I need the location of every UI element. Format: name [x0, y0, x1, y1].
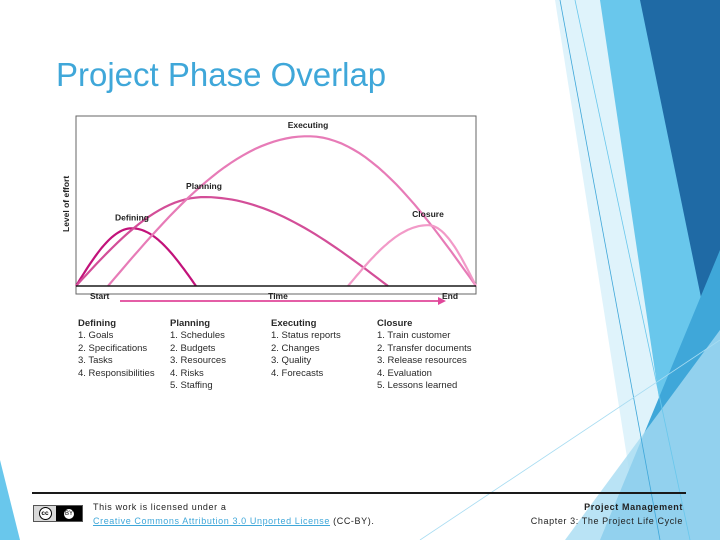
phase-column-defining: Defining 1. Goals 2. Specifications 3. Task… [78, 318, 155, 380]
license-link[interactable]: Creative Commons Attribution 3.0 Unporte… [93, 515, 331, 526]
phase-item: 3. Resources [170, 355, 226, 367]
phase-heading: Closure [377, 318, 413, 329]
phase-column-closure: Closure 1. Train customer 2. Transfer docu… [377, 318, 472, 392]
phase-item: 4. Forecasts [271, 367, 324, 379]
attribution-icon: BY [64, 508, 74, 519]
label-executing: Executing [288, 120, 329, 130]
time-arrowhead [438, 297, 446, 305]
phase-item: 4. Evaluation [377, 367, 432, 379]
cc-icon: cc [38, 507, 52, 520]
phase-heading: Defining [78, 318, 116, 329]
facet-line-1 [559, 0, 661, 540]
course-info: Project Management Chapter 3: The Projec… [531, 501, 683, 528]
phase-item: 3. Tasks [78, 355, 113, 367]
curve-executing [107, 135, 477, 287]
phase-item: 2. Transfer documents [377, 342, 472, 354]
facet-pale [565, 330, 720, 540]
facet-left-corner [0, 460, 20, 540]
facet-line-3 [419, 339, 720, 540]
label-closure: Closure [412, 209, 444, 219]
phase-item: 3. Quality [271, 355, 312, 367]
license-suffix: (CC-BY). [333, 515, 375, 526]
label-planning: Planning [186, 181, 222, 191]
phase-item: 1. Goals [78, 330, 114, 342]
x-axis-label: Time [268, 291, 288, 301]
phase-item: 1. Schedules [170, 330, 225, 342]
by-section: BY [56, 506, 82, 521]
phase-item: 2. Changes [271, 342, 320, 354]
cc-by-badge[interactable]: cc BY [33, 505, 83, 522]
curve-defining [75, 227, 197, 287]
series-labels: Defining Planning Executing Closure [115, 120, 444, 222]
phase-item: 2. Specifications [78, 342, 148, 354]
chapter-title: Chapter 3: The Project Life Cycle [530, 515, 683, 526]
phase-item: 5. Staffing [170, 380, 213, 392]
phase-heading: Executing [271, 318, 317, 329]
footer-divider [32, 492, 686, 494]
phase-item: 1. Train customer [377, 330, 451, 342]
phase-item: 4. Risks [170, 367, 204, 379]
x-start-label: Start [90, 291, 110, 301]
curve-closure [347, 224, 477, 287]
license-prefix: This work is licensed under a [93, 502, 227, 512]
phase-item: 1. Status reports [271, 330, 341, 342]
chart-frame [75, 115, 477, 295]
phase-heading: Planning [170, 318, 211, 329]
facet-line-2 [574, 0, 691, 540]
license-note: This work is licensed under a Creative C… [93, 501, 374, 528]
phase-column-executing: Executing 1. Status reports 2. Changes 3. Q… [271, 318, 341, 380]
cc-section: cc [34, 506, 56, 521]
facet-deep [640, 0, 720, 390]
slide-title: Project Phase Overlap [56, 56, 387, 93]
phase-item: 2. Budgets [170, 342, 216, 354]
label-defining: Defining [115, 212, 149, 222]
effort-chart: Level of effort Defining Planning Executin… [61, 115, 477, 305]
course-title: Project Management [584, 502, 683, 512]
phase-column-planning: Planning 1. Schedules 2. Budgets 3. Resourc… [170, 318, 226, 392]
phase-item: 4. Responsibilities [78, 367, 155, 379]
phase-item: 3. Release resources [377, 355, 467, 367]
curve-planning [75, 195, 389, 287]
y-axis-label: Level of effort [61, 176, 71, 232]
phase-item: 5. Lessons learned [377, 380, 458, 392]
x-end-label: End [442, 291, 458, 301]
series-curves [75, 135, 477, 287]
